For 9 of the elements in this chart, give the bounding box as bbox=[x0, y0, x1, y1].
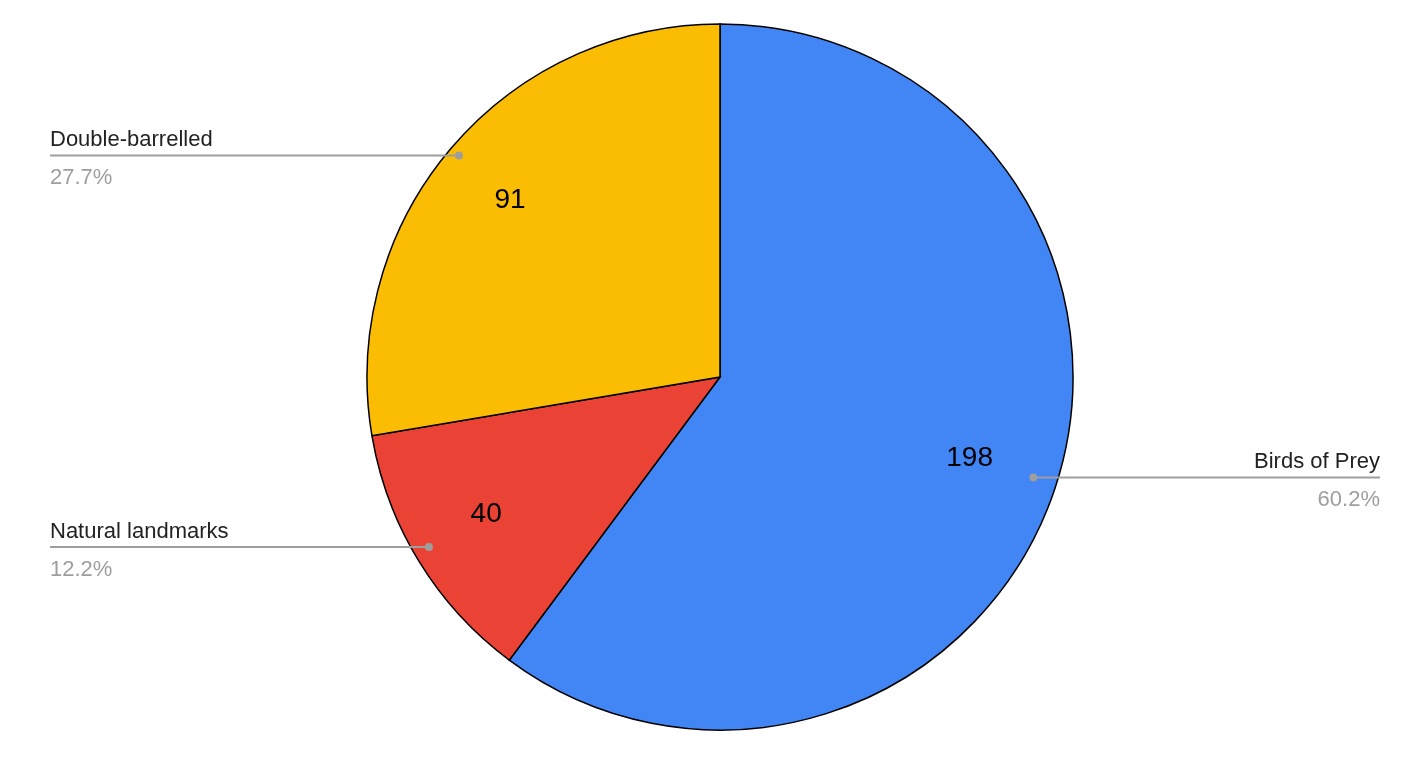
text: 60.2% bbox=[1317, 486, 1380, 512]
data-label: 40 bbox=[470, 496, 502, 528]
slice-label: Natural landmarks bbox=[50, 518, 229, 544]
data-label: 91 bbox=[494, 183, 526, 215]
slice-label: Birds of Prey bbox=[1254, 448, 1380, 474]
data-label: 198 bbox=[946, 440, 994, 472]
slice-label: Double-barrelled bbox=[50, 126, 213, 152]
text: 27.7% bbox=[50, 164, 113, 190]
text: 12.2% bbox=[50, 556, 113, 582]
